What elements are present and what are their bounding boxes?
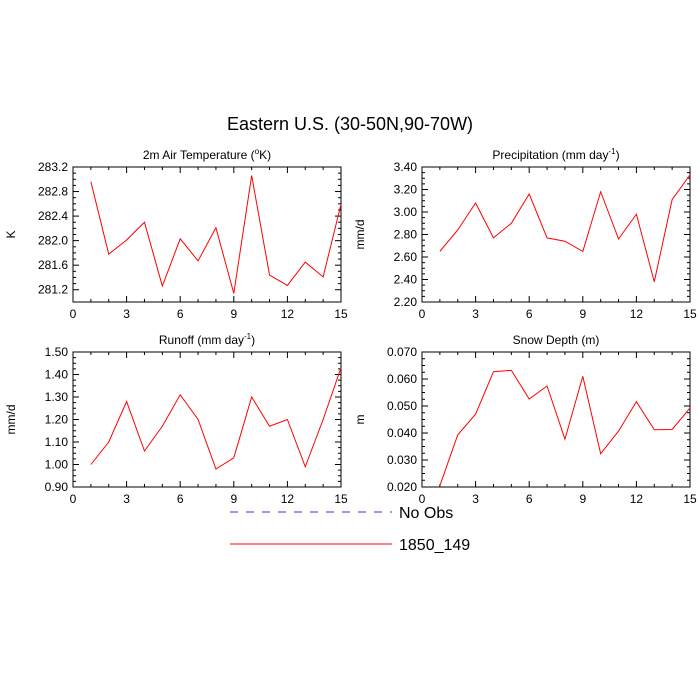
y-tick-label: 3.00 (394, 205, 418, 219)
x-tick-label: 12 (630, 492, 644, 506)
x-tick-label: 6 (526, 307, 533, 321)
y-tick-label: 1.30 (45, 390, 69, 404)
y-tick-label: 3.40 (394, 160, 418, 174)
y-tick-label: 281.6 (38, 258, 68, 272)
plot-frame (72, 166, 342, 303)
y-tick-label: 0.030 (387, 453, 417, 467)
x-tick-label: 15 (683, 492, 697, 506)
x-tick-label: 12 (630, 307, 644, 321)
x-tick-label: 15 (683, 307, 697, 321)
y-tick-label: 1.00 (45, 458, 69, 472)
panel-title: Precipitation (mm day-1) (492, 147, 619, 162)
x-tick-label: 15 (334, 492, 348, 506)
y-tick-label: 2.60 (394, 250, 418, 264)
y-tick-label: 3.20 (394, 183, 418, 197)
x-tick-label: 9 (230, 492, 237, 506)
x-tick-label: 9 (230, 307, 237, 321)
y-tick-label: 0.050 (387, 399, 417, 413)
series-line-1850_149 (439, 369, 691, 486)
y-tick-label: 283.2 (38, 160, 68, 174)
y-tick-label: 0.040 (387, 426, 417, 440)
plot-frame (72, 351, 342, 488)
series-line-1850_149 (90, 175, 342, 294)
y-tick-label: 0.070 (387, 345, 417, 359)
series-line-1850_149 (90, 367, 342, 470)
plot-frame (421, 351, 691, 488)
x-tick-label: 9 (579, 492, 586, 506)
x-tick-label: 0 (419, 492, 426, 506)
x-tick-label: 12 (281, 307, 295, 321)
legend: No Obs 1850_149 (230, 505, 470, 554)
y-tick-label: 282.4 (38, 209, 68, 223)
y-tick-label: 1.10 (45, 435, 69, 449)
x-tick-label: 0 (419, 307, 426, 321)
y-tick-label: 282.0 (38, 234, 68, 248)
y-tick-label: 1.40 (45, 368, 69, 382)
x-tick-label: 12 (281, 492, 295, 506)
x-tick-label: 3 (472, 492, 479, 506)
y-tick-label: 2.40 (394, 273, 418, 287)
panels-group: 2m Air Temperature (oK) K 0 3 6 9 12 15 281.2 281… (4, 147, 697, 506)
x-tick-label: 0 (70, 492, 77, 506)
series-line-1850_149 (439, 174, 691, 282)
y-axis-label: K (4, 230, 18, 238)
y-tick-label: 2.80 (394, 228, 418, 242)
y-tick-label: 282.8 (38, 185, 68, 199)
panel-title: 2m Air Temperature (oK) (143, 147, 271, 162)
panel-title: Snow Depth (m) (513, 333, 600, 347)
x-tick-label: 0 (70, 307, 77, 321)
y-tick-label: 0.060 (387, 372, 417, 386)
y-tick-label: 0.020 (387, 480, 417, 494)
y-tick-label: 2.20 (394, 295, 418, 309)
y-axis-label: mm/d (353, 220, 367, 250)
chart-panel-4: Snow Depth (m) m 0 3 6 9 12 15 0.020 0.030 0.040 0.… (353, 333, 697, 506)
y-tick-label: 0.90 (45, 480, 69, 494)
x-tick-label: 3 (472, 307, 479, 321)
figure-title: Eastern U.S. (30-50N,90-70W) (227, 114, 473, 134)
x-tick-label: 6 (177, 307, 184, 321)
chart-panel-1: 2m Air Temperature (oK) K 0 3 6 9 12 15 281.2 281… (4, 147, 348, 321)
panel-title: Runoff (mm day-1) (159, 332, 255, 347)
x-tick-label: 15 (334, 307, 348, 321)
y-axis-label: m (353, 415, 367, 425)
x-tick-label: 3 (123, 492, 130, 506)
legend-label: 1850_149 (399, 537, 470, 554)
plot-frame (421, 166, 691, 303)
y-axis-label: mm/d (4, 405, 18, 435)
x-tick-label: 6 (526, 492, 533, 506)
legend-item-1: No Obs (230, 505, 453, 522)
chart-panel-2: Precipitation (mm day-1) mm/d 0 3 6 9 12 15 2.20… (353, 147, 697, 321)
x-tick-label: 6 (177, 492, 184, 506)
y-tick-label: 1.20 (45, 413, 69, 427)
x-tick-label: 9 (579, 307, 586, 321)
x-tick-label: 3 (123, 307, 130, 321)
legend-item-2: 1850_149 (230, 537, 470, 554)
y-tick-label: 281.2 (38, 283, 68, 297)
chart-panel-3: Runoff (mm day-1) mm/d 0 3 6 9 12 15 0.90 1.00 1.1… (4, 332, 348, 506)
y-tick-label: 1.50 (45, 345, 69, 359)
legend-label: No Obs (399, 505, 453, 522)
